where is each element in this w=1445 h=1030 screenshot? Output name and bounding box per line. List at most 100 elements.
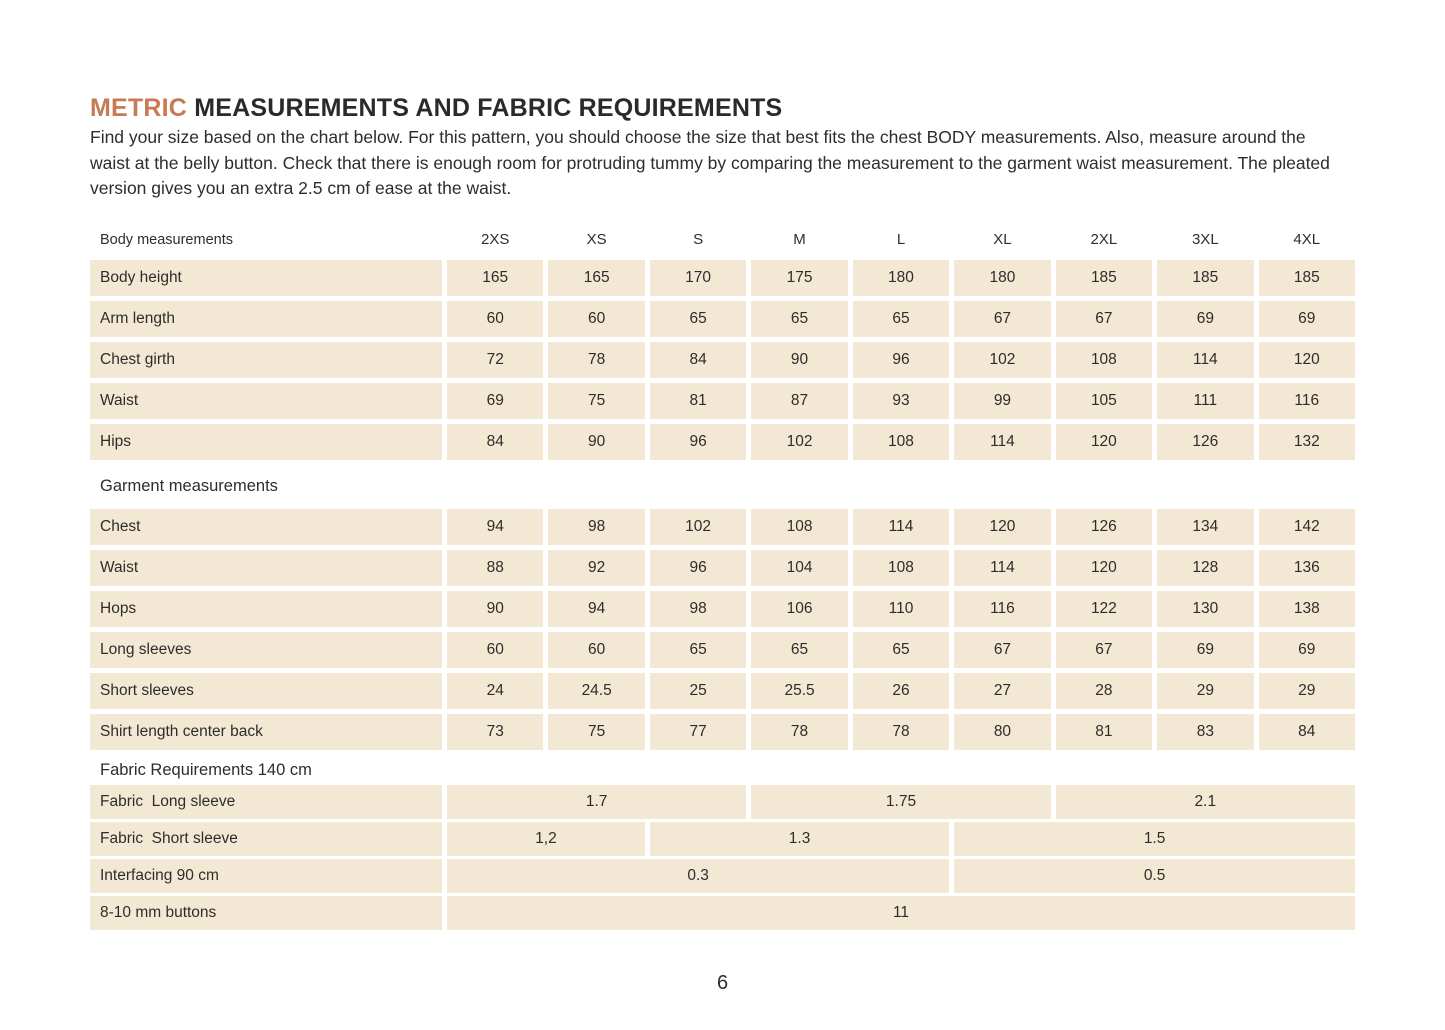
value-cell: 114	[954, 423, 1051, 460]
value-cell: 65	[751, 631, 848, 668]
value-cell: 130	[1157, 590, 1254, 627]
value-cell: 67	[954, 631, 1051, 668]
row-label: 8-10 mm buttons	[90, 895, 442, 930]
value-cell: 180	[852, 259, 950, 296]
merged-value-cell: 0.5	[954, 858, 1355, 893]
value-cell: 90	[548, 423, 645, 460]
size-column-header: 4XL	[1293, 231, 1321, 248]
value-cell: 108	[1055, 341, 1153, 378]
value-cell: 67	[954, 300, 1051, 337]
value-cell: 98	[548, 508, 645, 545]
row-label: Interfacing 90 cm	[90, 858, 442, 893]
value-cell: 120	[1055, 549, 1153, 586]
value-cell: 75	[548, 713, 645, 750]
value-cell: 81	[649, 382, 747, 419]
value-cell: 75	[548, 382, 645, 419]
value-cell: 81	[1055, 713, 1153, 750]
value-cell: 87	[751, 382, 848, 419]
size-column-header: XL	[993, 231, 1012, 248]
value-cell: 108	[852, 423, 950, 460]
value-cell: 114	[954, 549, 1051, 586]
value-cell: 28	[1055, 672, 1153, 709]
merged-value-cell: 1.7	[447, 784, 747, 819]
value-cell: 128	[1157, 549, 1254, 586]
title-rest: MEASUREMENTS AND FABRIC REQUIREMENTS	[194, 94, 783, 122]
fabric-requirements-table: Fabric Long sleeve 1.7 1.75 2.1 Fabric Short…	[90, 784, 1355, 930]
value-cell: 102	[954, 341, 1051, 378]
value-cell: 84	[649, 341, 747, 378]
value-cell: 90	[447, 590, 544, 627]
value-cell: 165	[447, 259, 544, 296]
value-cell: 25.5	[751, 672, 848, 709]
value-cell: 116	[1258, 382, 1355, 419]
value-cell: 65	[852, 631, 950, 668]
value-cell: 60	[548, 631, 645, 668]
value-cell: 69	[1157, 300, 1254, 337]
value-cell: 29	[1258, 672, 1355, 709]
row-label: Fabric Long sleeve	[90, 784, 442, 819]
fabric-section-header: Fabric Requirements 140 cm	[100, 760, 312, 779]
value-cell: 96	[649, 423, 747, 460]
value-cell: 185	[1258, 259, 1355, 296]
row-label: Long sleeves	[90, 631, 442, 668]
page-number: 6	[716, 972, 729, 994]
value-cell: 78	[852, 713, 950, 750]
value-cell: 96	[649, 549, 747, 586]
value-cell: 120	[954, 508, 1051, 545]
value-cell: 126	[1157, 423, 1254, 460]
value-cell: 170	[649, 259, 747, 296]
value-cell: 73	[447, 713, 544, 750]
value-cell: 116	[954, 590, 1051, 627]
value-cell: 72	[447, 341, 544, 378]
value-cell: 142	[1258, 508, 1355, 545]
value-cell: 108	[751, 508, 848, 545]
value-cell: 84	[1258, 713, 1355, 750]
size-column-header: L	[896, 231, 906, 248]
value-cell: 90	[751, 341, 848, 378]
row-label: Fabric Short sleeve	[90, 821, 442, 856]
value-cell: 136	[1258, 549, 1355, 586]
value-cell: 60	[447, 300, 544, 337]
value-cell: 175	[751, 259, 848, 296]
merged-value-cell: 1.3	[649, 821, 950, 856]
value-cell: 88	[447, 549, 544, 586]
merged-value-cell: 11	[447, 895, 1355, 930]
body-measurements-table: Body measurements 2XS XS S M L XL 2XL 3XL 4XL Body…	[90, 225, 1355, 460]
value-cell: 94	[548, 590, 645, 627]
value-cell: 65	[649, 300, 747, 337]
merged-value-cell: 0.3	[447, 858, 950, 893]
value-cell: 94	[447, 508, 544, 545]
value-cell: 65	[852, 300, 950, 337]
intro-paragraph: Find your size based on the chart below.…	[90, 127, 1330, 198]
size-column-header: 2XS	[481, 231, 510, 248]
value-cell: 132	[1258, 423, 1355, 460]
value-cell: 114	[1157, 341, 1254, 378]
value-cell: 114	[852, 508, 950, 545]
value-cell: 180	[954, 259, 1051, 296]
row-label: Shirt length center back	[90, 713, 442, 750]
value-cell: 102	[751, 423, 848, 460]
value-cell: 110	[852, 590, 950, 627]
size-column-header: 2XL	[1090, 231, 1118, 248]
value-cell: 84	[447, 423, 544, 460]
garment-section-header: Garment measurements	[100, 476, 278, 495]
value-cell: 99	[954, 382, 1051, 419]
title-highlight: METRIC	[90, 94, 188, 122]
value-cell: 126	[1055, 508, 1153, 545]
size-column-header: S	[693, 231, 704, 248]
merged-value-cell: 2.1	[1055, 784, 1355, 819]
value-cell: 69	[1258, 300, 1355, 337]
value-cell: 111	[1157, 382, 1254, 419]
page-title: METRIC MEASUREMENTS AND FABRIC REQUIREME…	[90, 93, 1355, 123]
value-cell: 27	[954, 672, 1051, 709]
row-label: Chest	[90, 508, 442, 545]
row-label: Waist	[90, 382, 442, 419]
value-cell: 92	[548, 549, 645, 586]
value-cell: 83	[1157, 713, 1254, 750]
value-cell: 65	[751, 300, 848, 337]
row-label: Hops	[90, 590, 442, 627]
size-column-header: M	[793, 231, 806, 248]
value-cell: 93	[852, 382, 950, 419]
row-label: Waist	[90, 549, 442, 586]
value-cell: 60	[548, 300, 645, 337]
